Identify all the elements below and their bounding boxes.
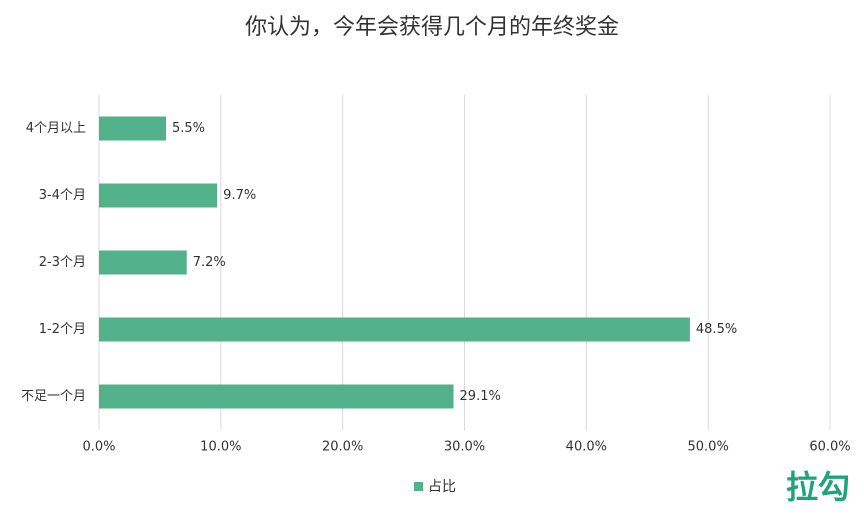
logo: 拉勾	[786, 468, 850, 506]
bar	[99, 183, 218, 208]
value-label: 9.7%	[223, 188, 256, 203]
x-tick-label: 40.0%	[566, 440, 607, 455]
bar	[99, 250, 187, 275]
y-tick-label: 1-2个月	[39, 322, 86, 337]
bar	[99, 384, 454, 409]
value-label: 5.5%	[172, 121, 205, 136]
value-label: 7.2%	[193, 255, 226, 270]
x-tick-label: 30.0%	[444, 440, 485, 455]
y-tick-label: 3-4个月	[39, 188, 86, 203]
y-tick-label: 2-3个月	[39, 255, 86, 270]
x-tick-label: 60.0%	[809, 440, 850, 455]
x-tick-label: 20.0%	[322, 440, 363, 455]
y-tick-label: 不足一个月	[21, 389, 86, 404]
x-tick-label: 10.0%	[200, 440, 241, 455]
bar	[99, 116, 167, 141]
legend-swatch	[414, 482, 423, 491]
legend-label: 占比	[428, 479, 456, 495]
x-tick-label: 0.0%	[82, 440, 115, 455]
x-tick-label: 50.0%	[688, 440, 729, 455]
y-tick-label: 4个月以上	[26, 121, 86, 136]
value-label: 29.1%	[460, 389, 501, 404]
value-label: 48.5%	[696, 322, 737, 337]
bar	[99, 317, 690, 342]
chart-title: 你认为，今年会获得几个月的年终奖金	[245, 15, 619, 40]
